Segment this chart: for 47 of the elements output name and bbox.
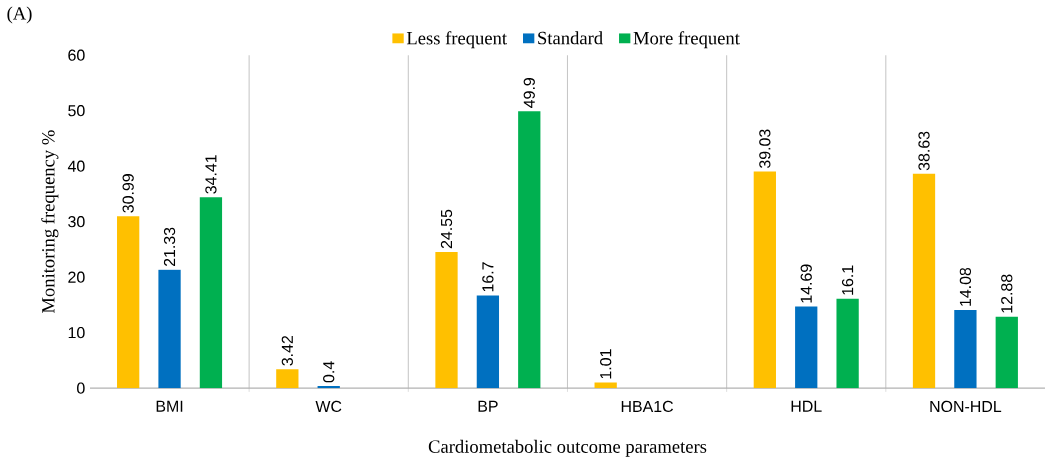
data-label: 3.42 bbox=[281, 335, 293, 366]
data-label: 12.88 bbox=[1001, 274, 1013, 313]
x-tick-label: WC bbox=[315, 400, 342, 413]
y-tick-label: 60 bbox=[68, 49, 85, 61]
bar bbox=[954, 309, 977, 389]
data-label: 0.4 bbox=[323, 361, 335, 383]
bar bbox=[995, 316, 1018, 389]
bar bbox=[753, 171, 776, 389]
legend-label: Standard bbox=[538, 31, 603, 45]
legend-label: Less frequent bbox=[406, 31, 507, 49]
y-tick-label: 20 bbox=[68, 271, 85, 283]
data-label: 38.63 bbox=[918, 131, 930, 171]
bar bbox=[912, 173, 936, 389]
text: (A) bbox=[7, 6, 32, 24]
bar bbox=[518, 111, 541, 389]
y-tick-label: 30 bbox=[68, 215, 85, 228]
data-label: 30.99 bbox=[122, 174, 134, 213]
data-label: 1.01 bbox=[600, 349, 612, 379]
y-tick-label: 10 bbox=[68, 326, 85, 339]
bar bbox=[117, 216, 140, 389]
bar bbox=[199, 197, 223, 389]
y-tick-label: 50 bbox=[68, 104, 85, 117]
bar bbox=[836, 298, 859, 389]
bar bbox=[795, 306, 818, 389]
data-label: 49.9 bbox=[523, 78, 535, 108]
data-label: 16.1 bbox=[841, 265, 854, 295]
data-label: 21.33 bbox=[163, 227, 176, 266]
bar bbox=[435, 251, 458, 389]
x-tick-label: NON-HDL bbox=[930, 400, 1002, 413]
data-label: 34.41 bbox=[205, 155, 217, 194]
x-tick-label: BP bbox=[478, 400, 498, 412]
data-label: 14.08 bbox=[959, 267, 972, 306]
y-tick-label: 0 bbox=[77, 382, 85, 394]
x-tick-label: BMI bbox=[156, 400, 183, 412]
data-label: 39.03 bbox=[759, 129, 771, 168]
y-axis-title: Monitoring frequency % bbox=[41, 130, 59, 313]
y-tick-label: 40 bbox=[67, 160, 85, 172]
x-tick-label: HDL bbox=[791, 400, 822, 412]
bar bbox=[476, 295, 500, 389]
x-axis-title: Cardiometabolic outcome parameters bbox=[428, 439, 707, 457]
x-tick-label: HBA1C bbox=[621, 400, 674, 413]
data-label: 16.7 bbox=[482, 262, 494, 292]
data-label: 14.69 bbox=[800, 264, 812, 303]
bar bbox=[158, 269, 181, 389]
legend-label: More frequent bbox=[633, 31, 740, 49]
bar bbox=[276, 369, 299, 389]
data-label: 24.55 bbox=[440, 209, 453, 249]
